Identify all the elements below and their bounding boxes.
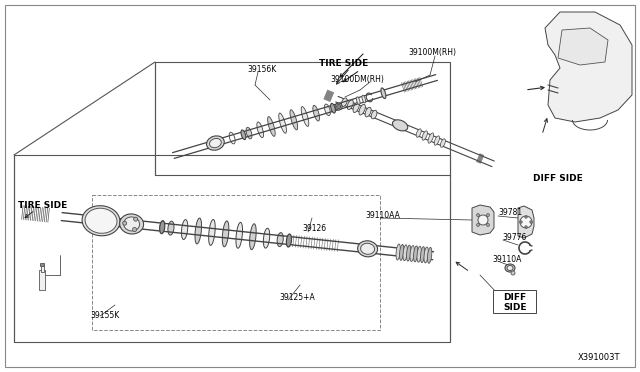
Polygon shape (558, 28, 608, 65)
Text: X391003T: X391003T (578, 353, 621, 362)
Ellipse shape (277, 232, 284, 247)
Text: 39100M(RH): 39100M(RH) (408, 48, 456, 57)
Ellipse shape (417, 246, 421, 262)
Ellipse shape (290, 110, 298, 130)
Ellipse shape (525, 216, 527, 218)
Ellipse shape (422, 131, 428, 140)
Bar (39, 270, 45, 290)
Bar (40, 265, 44, 272)
Text: DIFF SIDE: DIFF SIDE (533, 173, 583, 183)
Ellipse shape (396, 244, 401, 260)
Ellipse shape (359, 104, 365, 115)
Ellipse shape (420, 247, 425, 263)
Ellipse shape (286, 234, 291, 247)
Ellipse shape (511, 271, 515, 275)
Text: 39156K: 39156K (247, 64, 276, 74)
Ellipse shape (440, 139, 445, 147)
Text: 39125+A: 39125+A (279, 294, 315, 302)
Ellipse shape (410, 246, 414, 262)
Ellipse shape (356, 97, 360, 105)
Ellipse shape (241, 130, 246, 140)
Polygon shape (518, 206, 534, 238)
Ellipse shape (403, 245, 407, 261)
Ellipse shape (477, 224, 479, 227)
Ellipse shape (428, 247, 432, 263)
Ellipse shape (313, 105, 319, 121)
Ellipse shape (353, 102, 360, 112)
Ellipse shape (399, 244, 404, 260)
Ellipse shape (301, 107, 308, 126)
Ellipse shape (236, 222, 243, 248)
Ellipse shape (335, 103, 342, 110)
Text: 39781: 39781 (498, 208, 522, 217)
Ellipse shape (424, 247, 428, 263)
Ellipse shape (195, 218, 202, 244)
Ellipse shape (341, 98, 348, 106)
Text: TIRE SIDE: TIRE SIDE (18, 201, 67, 209)
Ellipse shape (520, 216, 532, 228)
Ellipse shape (85, 208, 117, 233)
Ellipse shape (434, 136, 440, 145)
Ellipse shape (124, 217, 140, 231)
Text: 39100DM(RH): 39100DM(RH) (330, 74, 384, 83)
Ellipse shape (246, 127, 252, 139)
Ellipse shape (381, 88, 386, 99)
Ellipse shape (132, 228, 136, 231)
Ellipse shape (505, 264, 515, 272)
Ellipse shape (486, 214, 490, 217)
Ellipse shape (268, 116, 275, 137)
Ellipse shape (209, 138, 221, 148)
Ellipse shape (337, 105, 340, 109)
Ellipse shape (371, 110, 377, 119)
FancyBboxPatch shape (493, 289, 536, 312)
Ellipse shape (392, 120, 408, 131)
Ellipse shape (331, 103, 335, 113)
Bar (40, 263, 44, 266)
Text: DIFF: DIFF (504, 292, 527, 301)
Ellipse shape (365, 107, 371, 117)
Ellipse shape (486, 224, 490, 227)
Ellipse shape (416, 129, 421, 137)
Text: 39126: 39126 (302, 224, 326, 232)
Ellipse shape (209, 219, 215, 246)
Ellipse shape (360, 243, 374, 254)
Ellipse shape (250, 224, 256, 250)
Polygon shape (472, 205, 494, 235)
Ellipse shape (279, 113, 287, 133)
Text: 39776: 39776 (502, 232, 526, 241)
Ellipse shape (520, 221, 522, 223)
Ellipse shape (134, 217, 138, 221)
Ellipse shape (477, 214, 479, 217)
Ellipse shape (530, 221, 532, 223)
Ellipse shape (264, 228, 269, 248)
Ellipse shape (207, 136, 224, 150)
Polygon shape (545, 12, 632, 122)
Ellipse shape (478, 215, 488, 225)
Ellipse shape (428, 133, 434, 143)
Ellipse shape (82, 206, 120, 236)
Ellipse shape (123, 221, 127, 225)
Ellipse shape (120, 214, 143, 234)
Ellipse shape (182, 219, 188, 240)
Ellipse shape (257, 122, 264, 138)
Ellipse shape (159, 221, 164, 234)
Ellipse shape (222, 221, 229, 247)
Ellipse shape (358, 241, 378, 257)
Ellipse shape (406, 245, 411, 261)
Text: 39110A: 39110A (492, 256, 522, 264)
Ellipse shape (348, 100, 353, 109)
Ellipse shape (413, 246, 418, 262)
Text: 39155K: 39155K (90, 311, 119, 321)
Ellipse shape (525, 226, 527, 228)
Text: 39110AA: 39110AA (365, 211, 400, 219)
Text: TIRE SIDE: TIRE SIDE (319, 58, 369, 67)
Text: SIDE: SIDE (503, 302, 527, 311)
Ellipse shape (324, 104, 330, 116)
Ellipse shape (362, 95, 365, 103)
Ellipse shape (168, 221, 174, 235)
Ellipse shape (507, 266, 513, 270)
